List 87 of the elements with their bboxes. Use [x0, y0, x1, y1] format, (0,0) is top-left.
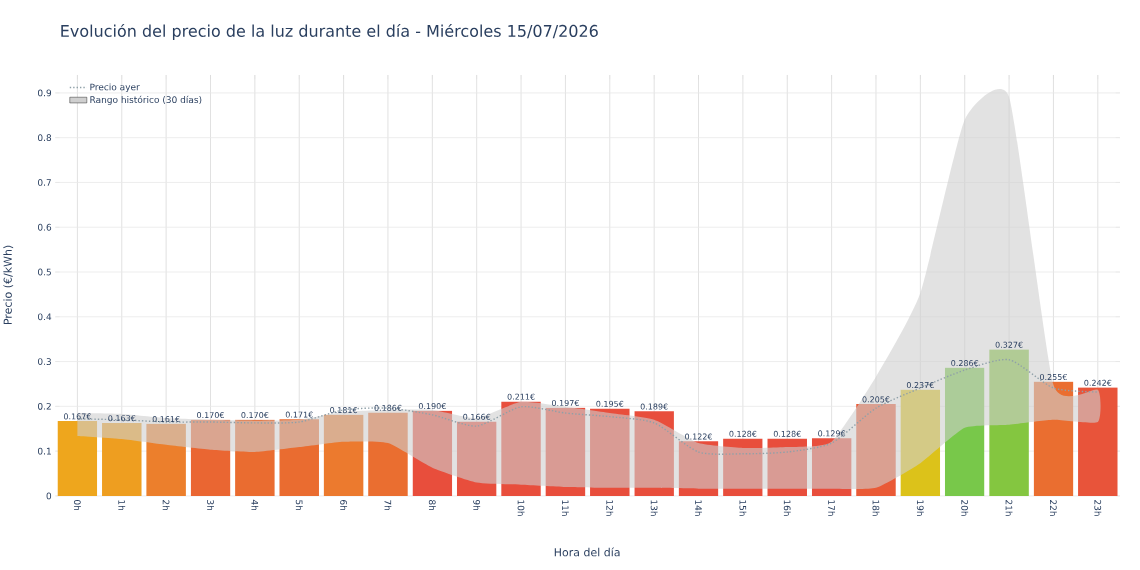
data-label: 0.181€ [330, 407, 358, 414]
data-label: 0.205€ [862, 396, 890, 403]
y-axis-title: Precio (€/kWh) [3, 245, 14, 325]
bar [146, 423, 186, 496]
bar [57, 421, 98, 496]
x-tick-label: 6h [340, 500, 348, 511]
bar [723, 438, 763, 496]
data-label: 0.163€ [108, 415, 136, 422]
data-label: 0.195€ [596, 400, 624, 407]
bar [545, 407, 586, 496]
data-label: 0.129€ [818, 430, 846, 437]
bar [989, 349, 1029, 496]
data-label: 0.242€ [1084, 379, 1112, 386]
data-label: 0.186€ [374, 404, 402, 411]
y-tick-label: 0.8 [37, 134, 52, 142]
bar [767, 438, 807, 496]
bar [1078, 387, 1118, 496]
bar [856, 404, 896, 496]
bar [590, 408, 630, 496]
y-tick-label: 0.2 [37, 403, 51, 410]
bar [323, 414, 364, 496]
bar [678, 441, 719, 496]
data-label: 0.128€ [729, 430, 757, 437]
x-tick-label: 0h [73, 500, 81, 511]
bar [811, 438, 852, 496]
data-label: 0.166€ [463, 413, 491, 420]
y-tick-label: 0.5 [37, 268, 51, 276]
data-label: 0.189€ [640, 403, 668, 410]
data-label: 0.122€ [685, 433, 712, 440]
y-tick-label: 0.9 [37, 89, 52, 97]
bar [944, 367, 985, 496]
x-tick-label: 13h [650, 500, 658, 516]
x-tick-label: 19h [916, 500, 924, 516]
data-label: 0.197€ [551, 399, 579, 407]
bar [1033, 381, 1074, 496]
y-tick-label: 0.7 [37, 179, 51, 186]
x-tick-label: 8h [428, 500, 436, 511]
data-label: 0.286€ [951, 360, 979, 367]
x-tick-label: 21h [1005, 500, 1013, 516]
x-tick-label: 7h [384, 500, 392, 511]
data-label: 0.237€ [906, 382, 934, 389]
x-tick-label: 11h [562, 500, 569, 516]
bar [456, 421, 497, 496]
data-label: 0.161€ [152, 416, 180, 423]
x-axis-title: Hora del día [554, 547, 620, 557]
x-tick-label: 9h [473, 500, 481, 511]
data-label: 0.255€ [1039, 374, 1067, 381]
x-tick-label: 17h [828, 500, 836, 516]
y-tick-label: 0.4 [37, 313, 52, 321]
y-tick-label: 0.6 [37, 223, 52, 231]
y-tick-label: 0.1 [37, 447, 51, 455]
data-label: 0.327€ [995, 341, 1023, 348]
data-label: 0.170€ [241, 412, 269, 419]
x-tick-label: 16h [783, 500, 791, 516]
x-tick-label: 15h [739, 500, 747, 516]
x-tick-label: 18h [872, 500, 880, 516]
y-tick-label: 0 [46, 492, 52, 500]
x-tick-label: 5h [295, 500, 303, 511]
x-tick-label: 23h [1094, 500, 1102, 516]
bar [235, 419, 275, 496]
bar [190, 419, 231, 496]
x-tick-label: 4h [251, 499, 259, 511]
x-tick-label: 20h [961, 500, 969, 516]
bar [634, 411, 674, 496]
legend-label: Precio ayer [90, 83, 140, 93]
data-label: 0.170€ [197, 412, 224, 419]
x-tick-label: 1h [118, 500, 126, 511]
x-tick-label: 2h [162, 500, 170, 511]
chart-title: Evolución del precio de la luz durante el día - Miércoles 15/07/2026 [61, 23, 598, 41]
y-tick-label: 0.3 [37, 358, 51, 366]
data-label: 0.171€ [285, 411, 313, 418]
x-tick-label: 3h [207, 500, 214, 511]
data-label: 0.167€ [63, 413, 91, 420]
data-label: 0.190€ [418, 403, 446, 410]
bar [279, 419, 319, 496]
data-label: 0.211€ [507, 393, 535, 400]
data-label: 0.128€ [773, 430, 801, 437]
bar [900, 389, 941, 496]
x-tick-label: 10h [517, 500, 525, 516]
x-tick-label: 12h [606, 500, 614, 516]
bar [102, 422, 142, 496]
bar [412, 410, 453, 496]
legend-label: Rango histórico (30 días) [90, 95, 202, 105]
bar [368, 412, 408, 496]
x-tick-label: 14h [695, 500, 702, 516]
x-tick-label: 22h [1050, 500, 1057, 516]
bar [501, 401, 541, 496]
